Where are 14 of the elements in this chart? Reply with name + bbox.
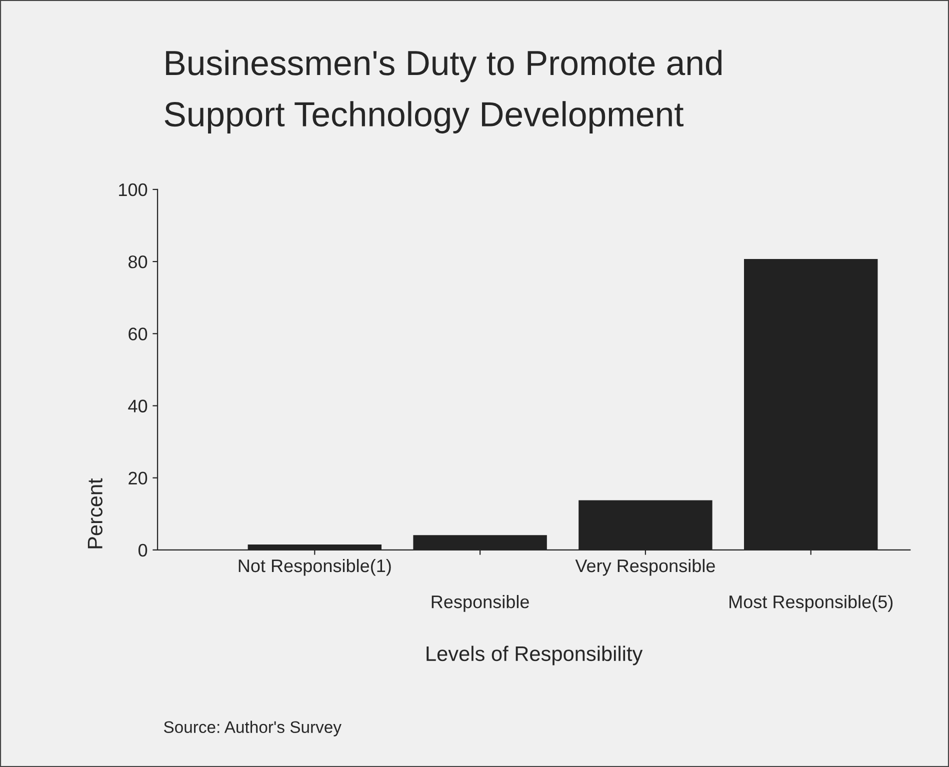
y-tick-label: 20 [128, 472, 148, 485]
x-tick-label: Very Responsible [575, 558, 715, 576]
y-tick-label: 40 [128, 400, 148, 412]
y-tick-label: 0 [138, 544, 148, 557]
y-axis-title: Percent [88, 478, 102, 548]
x-tick-label: Responsible [432, 595, 529, 612]
y-tick-label: 60 [128, 328, 148, 340]
y-tick-label: 100 [119, 183, 148, 196]
x-tick-label: Most Responsible(5) [730, 595, 893, 612]
y-tick-label: 80 [128, 255, 148, 268]
source-note: Source: Author's Survey [164, 720, 342, 736]
x-axis-title: Levels of Responsibility [426, 646, 643, 666]
x-tick-label: Not Responsible(1) [238, 558, 391, 576]
chart-title: Businessmen's Duty to Promote and Support Technology Development [164, 50, 722, 134]
